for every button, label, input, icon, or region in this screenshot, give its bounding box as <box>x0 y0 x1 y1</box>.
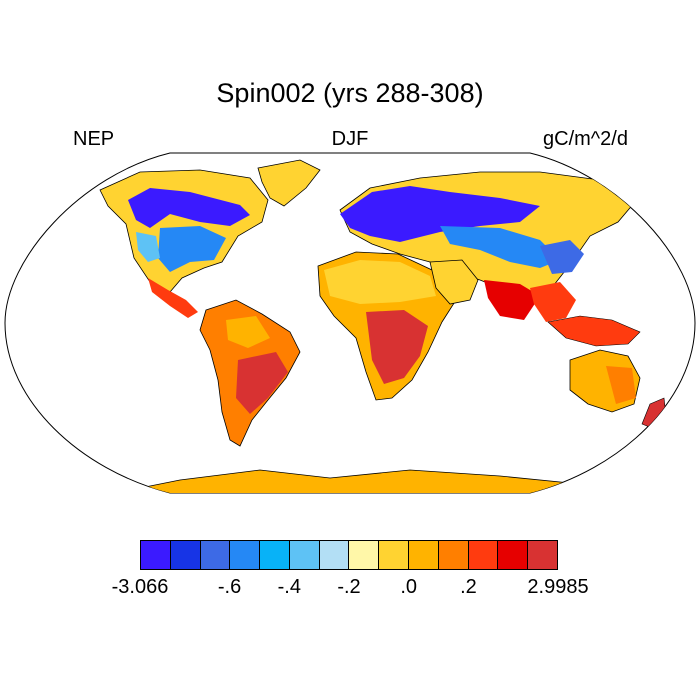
colorbar <box>140 540 558 570</box>
region-se-asia-positive <box>530 282 576 322</box>
colorbar-tick-label: -.6 <box>217 576 242 598</box>
region-na-boreal-negative <box>128 188 250 228</box>
colorbar-box <box>170 541 201 569</box>
region-africa-south-positive <box>366 310 428 384</box>
colorbar-box <box>349 541 380 569</box>
region-east-asia-negative <box>540 240 584 274</box>
colorbar-tick-label: .2 <box>460 576 477 598</box>
colorbar-box <box>409 541 439 569</box>
colorbar-box <box>438 541 469 569</box>
colorbar-box <box>141 541 171 569</box>
colorbar-box <box>319 541 350 569</box>
colorbar-box <box>498 541 529 569</box>
colorbar-tick-label: -.2 <box>337 576 361 598</box>
colorbar-tick-label: -3.066 <box>111 576 169 598</box>
colorbar-tick-label: -.4 <box>277 576 301 598</box>
colorbar-box <box>200 541 231 569</box>
colorbar-box <box>468 541 499 569</box>
season-label: DJF <box>331 128 369 150</box>
region-siberia-negative <box>440 226 560 268</box>
region-sa-amazon-mixed <box>226 316 270 348</box>
landmass-arabia <box>429 259 479 305</box>
region-africa-sahara-neutral <box>324 260 436 304</box>
colorbar-tick-label: .0 <box>400 576 418 598</box>
landmass-maritime-se-asia <box>547 315 641 347</box>
region-australia-east-positive <box>606 366 636 404</box>
landmass-antarctica <box>99 469 602 493</box>
colorbar-box <box>289 541 320 569</box>
plot-title: Spin002 (yrs 288-308) <box>216 78 484 108</box>
colorbar-box <box>260 541 290 569</box>
region-na-light-negative <box>136 232 160 262</box>
region-europe-negative <box>340 186 540 242</box>
landmass-greenland <box>257 159 321 207</box>
colorbar-tick-label: 2.9985 <box>527 576 589 598</box>
region-na-midlat-negative <box>158 226 226 272</box>
colorbar-box <box>379 541 410 569</box>
colorbar-box <box>230 541 261 569</box>
variable-label: NEP <box>73 128 115 150</box>
region-sa-southeast-positive <box>236 352 288 414</box>
region-mexico-positive <box>148 278 198 318</box>
region-india-positive <box>484 280 540 320</box>
units-label: gC/m^2/d <box>543 128 628 150</box>
colorbar-box <box>528 541 557 569</box>
